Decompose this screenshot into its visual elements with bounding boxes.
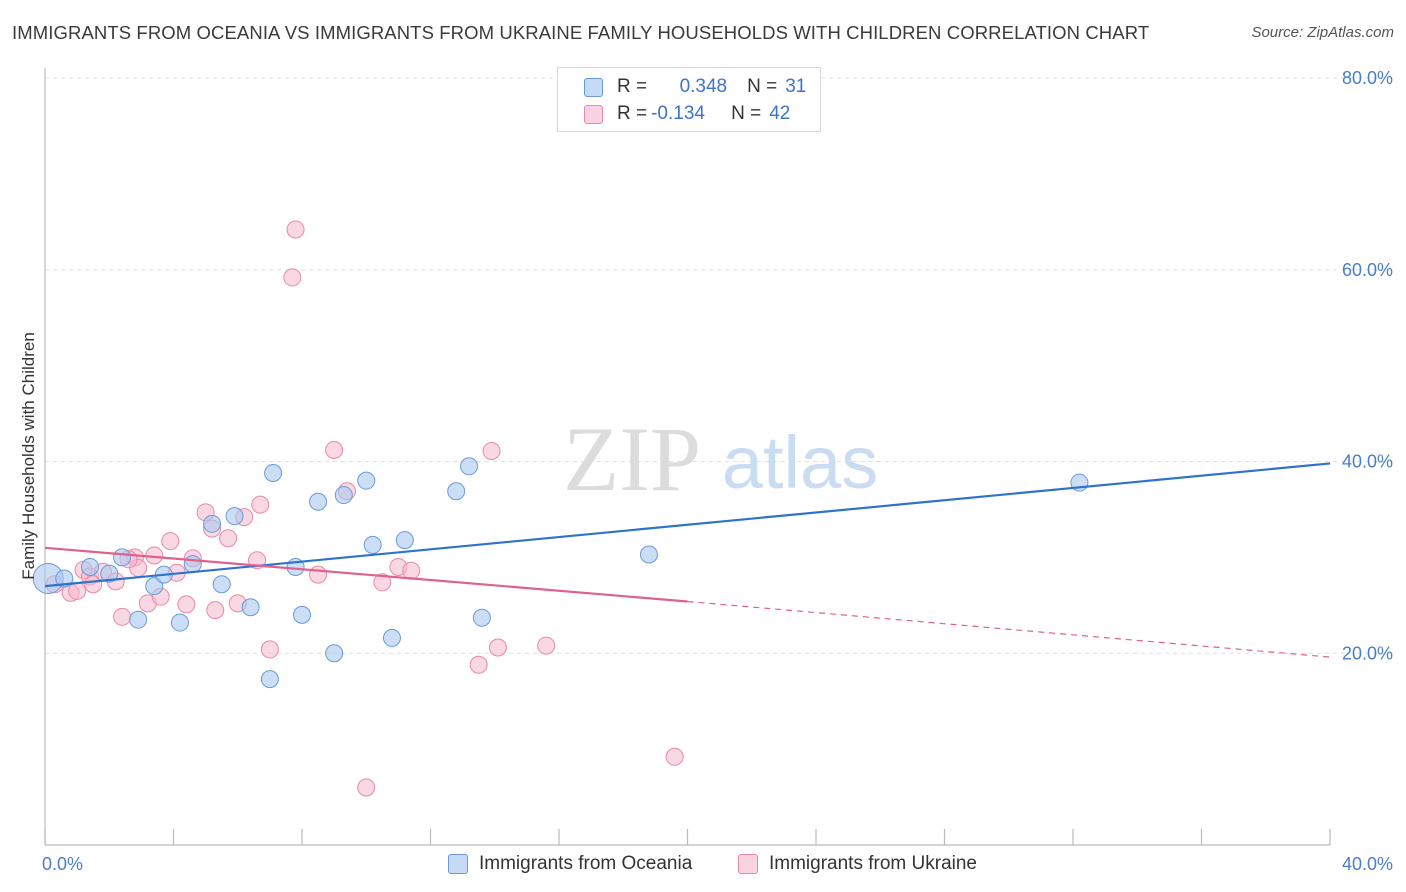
y-axis-label: Family Households with Children [19, 332, 38, 580]
oceania-point [639, 545, 658, 564]
n-label: N = [731, 103, 762, 124]
watermark-zip: ZIP [563, 408, 701, 510]
ukraine-legend-label: Immigrants from Ukraine [769, 853, 977, 874]
ukraine-point [482, 441, 501, 460]
ukraine-legend-swatch [738, 854, 758, 874]
oceania-point [203, 514, 222, 533]
oceania-legend-swatch [448, 854, 468, 874]
ukraine-point [84, 575, 103, 594]
oceania-point [55, 569, 74, 588]
oceania-point [212, 575, 231, 594]
ukraine-point [161, 532, 180, 551]
oceania-point [363, 535, 382, 554]
oceania-point [129, 610, 148, 629]
tick-labels: 20.0% 40.0% 60.0% 80.0% 0.0% 40.0% [42, 68, 1393, 874]
oceania-swatch [584, 77, 603, 97]
trend-lines [44, 462, 1331, 658]
oceania-point [260, 670, 279, 689]
legend-row-ukraine: R = -0.134 N = 42 [584, 102, 790, 126]
ukraine-point [309, 565, 328, 584]
ukraine-point [537, 636, 556, 655]
oceania-point [382, 628, 401, 647]
y-tick-label: 20.0% [1342, 643, 1393, 663]
oceania-point [293, 605, 311, 624]
n-value: 31 [785, 76, 807, 97]
oceania-point [447, 482, 466, 501]
legend-row-oceania: R = 0.348 N = 31 [584, 75, 806, 99]
source-label: Source: ZipAtlas.com [1251, 24, 1394, 41]
oceania-point [334, 486, 353, 505]
ukraine-trend-line [44, 546, 688, 603]
y-tick-label: 80.0% [1342, 68, 1393, 88]
r-value: 0.348 [679, 76, 728, 97]
ukraine-trend-line [687, 600, 1331, 658]
ukraine-point [177, 595, 196, 614]
ukraine-point [665, 747, 684, 766]
oceania-point [183, 555, 202, 574]
y-tick-label: 60.0% [1342, 260, 1393, 280]
oceania-points [32, 457, 1089, 689]
bottom-legend-oceania: Immigrants from Oceania [448, 851, 692, 877]
oceania-point [395, 531, 414, 550]
ukraine-point [206, 601, 225, 620]
oceania-point [225, 507, 244, 526]
ukraine-point [325, 440, 344, 459]
oceania-point [241, 598, 260, 617]
ukraine-point [488, 638, 507, 657]
n-label: N = [747, 76, 778, 97]
y-tick-label: 40.0% [1342, 452, 1393, 472]
x-tick-label: 0.0% [42, 854, 83, 874]
oceania-point [264, 464, 283, 483]
oceania-point [472, 608, 491, 627]
r-label: R = [617, 103, 648, 124]
ukraine-point [286, 220, 305, 239]
oceania-legend-label: Immigrants from Oceania [479, 853, 693, 874]
ukraine-point [283, 268, 302, 287]
bottom-legend-ukraine: Immigrants from Ukraine [738, 851, 977, 877]
n-value: 42 [769, 103, 791, 124]
ukraine-point [402, 561, 421, 580]
oceania-point [309, 492, 328, 511]
ukraine-point [68, 581, 87, 600]
ukraine-point [469, 655, 488, 674]
oceania-point [170, 613, 189, 632]
r-label: R = [617, 76, 648, 97]
ukraine-point [219, 529, 238, 548]
oceania-point [145, 577, 164, 596]
correlation-legend: R = 0.348 N = 31 R = -0.134 N = 42 [557, 67, 821, 132]
axes [44, 68, 1331, 846]
oceania-point [460, 457, 479, 476]
x-tick-label: 40.0% [1342, 854, 1393, 874]
r-value: -0.134 [651, 103, 705, 124]
ukraine-point [113, 607, 132, 626]
ukraine-swatch [584, 104, 603, 124]
chart-title: IMMIGRANTS FROM OCEANIA VS IMMIGRANTS FR… [12, 22, 1150, 43]
oceania-point [113, 548, 132, 567]
oceania-point [357, 471, 376, 490]
ukraine-point [251, 495, 270, 514]
ukraine-point [373, 573, 392, 592]
oceania-point [325, 644, 344, 663]
oceania-point [100, 564, 119, 583]
ukraine-point [260, 640, 279, 659]
watermark-atlas: atlas [722, 421, 878, 504]
ukraine-point [357, 778, 376, 797]
oceania-point [80, 557, 99, 576]
